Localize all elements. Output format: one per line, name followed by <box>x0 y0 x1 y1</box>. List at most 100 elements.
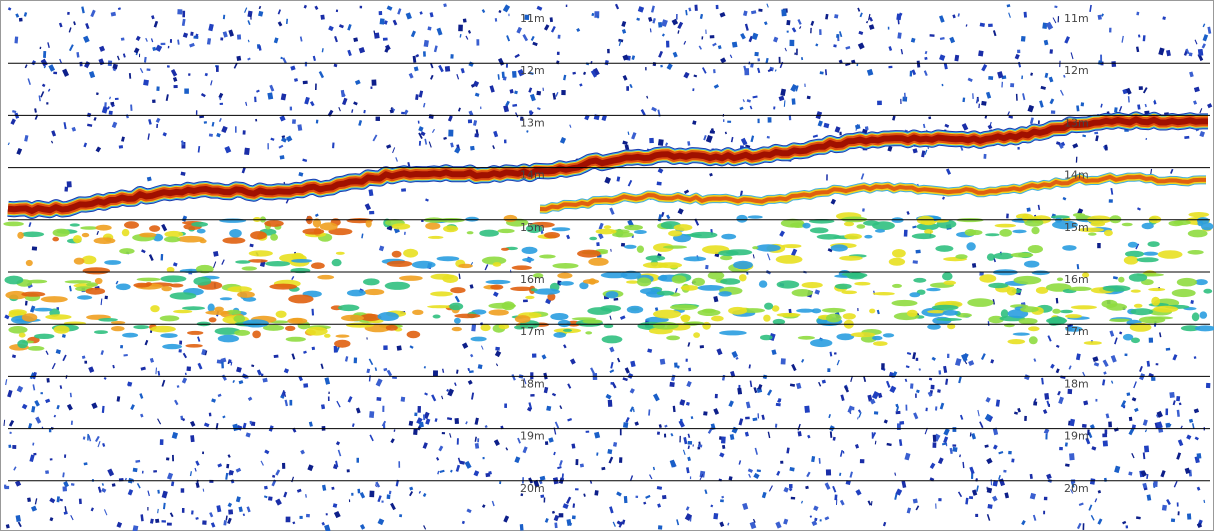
echo-blob <box>1194 279 1208 286</box>
speckle <box>609 346 615 353</box>
echo-blob <box>81 232 90 238</box>
speckle <box>1040 85 1046 90</box>
speckle <box>272 474 276 478</box>
speckle <box>1170 518 1176 523</box>
echo-blob <box>341 314 364 322</box>
speckle <box>791 27 797 33</box>
speckle <box>493 130 499 138</box>
speckle <box>422 102 426 108</box>
speckle <box>783 518 789 525</box>
speckle <box>693 74 698 78</box>
speckle <box>1003 469 1007 473</box>
speckle <box>420 131 426 137</box>
speckle <box>752 518 756 523</box>
speckle <box>743 10 748 17</box>
speckle <box>941 83 944 87</box>
speckle <box>1082 523 1085 530</box>
speckle <box>687 433 691 438</box>
echo-blob <box>534 288 560 295</box>
speckle <box>156 86 160 91</box>
speckle <box>528 87 533 93</box>
speckle <box>810 20 815 26</box>
echo-blob <box>707 271 725 280</box>
speckle <box>1176 502 1179 507</box>
speckle <box>677 30 680 34</box>
speckle <box>740 32 746 40</box>
speckle <box>489 85 495 93</box>
speckle <box>424 138 428 145</box>
speckle <box>745 416 750 420</box>
speckle <box>5 379 8 386</box>
speckle <box>666 214 671 220</box>
speckle <box>415 53 420 58</box>
speckle <box>546 405 552 412</box>
echo-blob <box>363 288 385 296</box>
speckle <box>254 96 257 103</box>
speckle <box>757 67 761 74</box>
speckle <box>149 518 154 524</box>
speckle <box>937 457 944 465</box>
echo-blob <box>1180 325 1201 332</box>
speckle <box>610 361 614 369</box>
speckle <box>58 22 63 28</box>
speckle <box>53 414 57 418</box>
speckle <box>954 54 960 62</box>
speckle <box>892 115 896 121</box>
speckle <box>285 18 289 25</box>
speckle <box>102 442 106 447</box>
speckle <box>110 11 117 17</box>
speckle <box>1108 421 1112 428</box>
speckle <box>190 31 194 36</box>
speckle <box>157 370 161 376</box>
echo-blob <box>916 222 939 231</box>
echo-blob <box>73 257 85 265</box>
speckle <box>757 58 760 62</box>
speckle <box>1165 408 1169 416</box>
speckle <box>305 494 307 498</box>
speckle <box>959 454 962 458</box>
speckle <box>942 196 945 200</box>
speckle <box>443 3 447 8</box>
speckle <box>823 122 830 129</box>
speckle <box>177 39 180 45</box>
bottom-line <box>7 116 1208 214</box>
speckle <box>992 480 999 487</box>
echo-blob <box>931 304 959 311</box>
speckle <box>629 83 633 89</box>
speckle <box>679 435 681 443</box>
echo-blob <box>662 245 688 249</box>
speckle <box>800 57 804 61</box>
speckle <box>460 67 465 74</box>
speckle <box>619 457 623 463</box>
echo-blob <box>1031 226 1040 235</box>
speckle <box>369 490 375 498</box>
speckle <box>915 505 920 511</box>
echo-blob <box>82 267 111 275</box>
speckle <box>273 354 279 359</box>
speckle <box>284 399 288 407</box>
speckle <box>672 51 678 58</box>
echo-blob <box>636 245 645 253</box>
speckle <box>1024 415 1027 422</box>
speckle <box>1037 204 1041 210</box>
speckle <box>419 11 423 15</box>
speckle <box>983 153 987 159</box>
speckle <box>1024 374 1031 381</box>
speckle <box>156 123 159 128</box>
speckle <box>281 137 287 143</box>
echo-blob <box>503 214 518 223</box>
speckle <box>1043 496 1048 501</box>
echo-blob <box>406 330 421 339</box>
speckle <box>749 105 753 110</box>
speckle <box>1097 14 1102 20</box>
speckle <box>1067 388 1073 395</box>
echo-blob <box>841 272 859 277</box>
speckle <box>449 433 452 438</box>
speckle <box>1070 489 1074 494</box>
speckle <box>172 262 178 267</box>
echo-blob <box>511 265 532 271</box>
speckle <box>251 364 255 368</box>
speckle <box>903 229 908 237</box>
speckle <box>748 473 752 478</box>
